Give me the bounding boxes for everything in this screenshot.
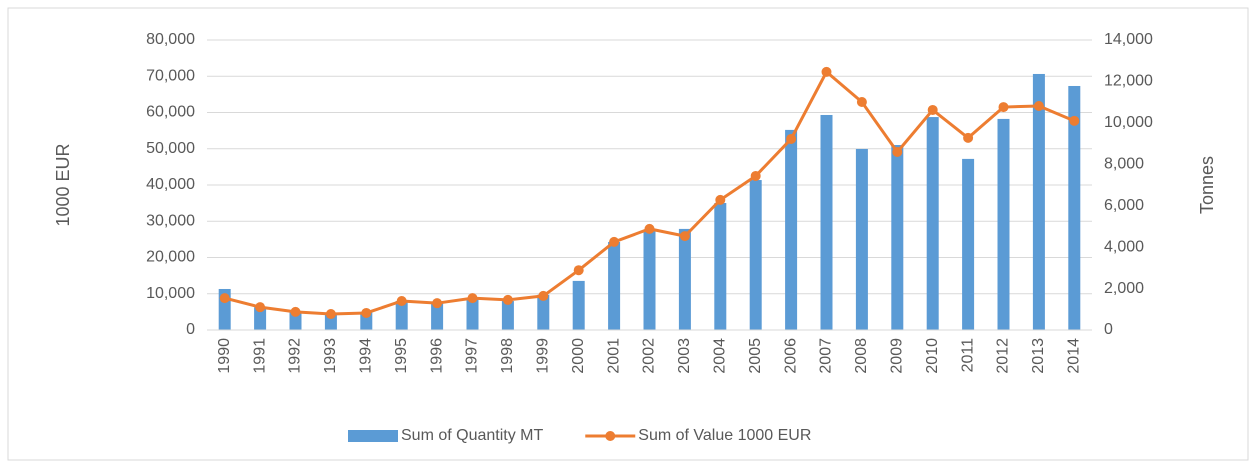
x-tick-label: 1999 <box>535 338 552 374</box>
bar <box>289 312 302 330</box>
line-marker <box>715 194 726 205</box>
legend-marker <box>605 431 616 441</box>
line-marker <box>963 132 974 143</box>
x-tick-label: 2012 <box>995 338 1012 374</box>
bar <box>501 301 514 330</box>
line-marker <box>927 104 938 115</box>
bar <box>254 307 267 330</box>
x-tick-label: 2006 <box>782 338 799 374</box>
y-tick-label: 0 <box>186 321 195 338</box>
y-tick-label: 80,000 <box>146 31 195 48</box>
y-tick-label: 10,000 <box>146 285 195 302</box>
line-marker <box>538 290 549 301</box>
y2-tick-label: 4,000 <box>1104 238 1144 255</box>
y-tick-label: 30,000 <box>146 212 195 229</box>
bar <box>749 180 762 330</box>
bar <box>714 203 727 330</box>
line-marker <box>786 133 797 144</box>
bar <box>324 314 337 330</box>
legend-label: Sum of Quantity MT <box>401 427 543 444</box>
bar <box>431 303 444 330</box>
line-marker <box>396 296 407 306</box>
x-tick-label: 2010 <box>924 338 941 374</box>
bar <box>962 158 975 330</box>
x-tick-label: 1997 <box>464 338 481 374</box>
y-axis-label: 1000 EUR <box>53 143 73 226</box>
x-tick-label: 2007 <box>818 338 835 374</box>
bar <box>820 114 833 330</box>
line-marker <box>892 147 903 158</box>
y-tick-label: 60,000 <box>146 104 195 121</box>
x-tick-label: 2003 <box>676 338 693 374</box>
bar <box>926 117 939 330</box>
x-tick-label: 2005 <box>747 338 764 374</box>
line-marker <box>467 293 478 304</box>
y-tick-label: 50,000 <box>146 140 195 157</box>
bar <box>891 145 904 330</box>
bar <box>643 229 656 330</box>
line-marker <box>1069 115 1080 126</box>
bar <box>855 148 868 330</box>
line-marker <box>1033 100 1044 111</box>
bar <box>1032 73 1045 330</box>
x-tick-label: 2011 <box>959 338 976 373</box>
x-tick-label: 1994 <box>358 338 375 374</box>
line-marker <box>998 102 1009 113</box>
line-marker <box>821 66 832 77</box>
y-tick-label: 40,000 <box>146 176 195 193</box>
line-marker <box>609 236 620 247</box>
x-tick-label: 2002 <box>641 338 658 374</box>
line-marker <box>219 293 230 304</box>
bar <box>678 228 691 330</box>
y-tick-label: 20,000 <box>146 249 195 266</box>
bar <box>785 129 798 330</box>
bar <box>608 241 621 330</box>
y2-tick-label: 12,000 <box>1104 73 1153 90</box>
x-tick-label: 1991 <box>251 338 268 374</box>
line-marker <box>573 265 584 276</box>
line-marker <box>644 223 655 234</box>
x-tick-label: 1990 <box>216 338 233 374</box>
line-marker <box>432 298 443 309</box>
x-tick-label: 1995 <box>393 338 410 374</box>
bar <box>466 298 479 330</box>
x-tick-label: 2013 <box>1030 338 1047 374</box>
x-tick-label: 1992 <box>287 338 304 374</box>
line-marker <box>502 294 513 305</box>
y-tick-label: 70,000 <box>146 67 195 84</box>
bar <box>1068 85 1081 330</box>
bar <box>997 118 1010 331</box>
legend-swatch <box>348 430 398 442</box>
y2-tick-label: 6,000 <box>1104 197 1144 214</box>
x-tick-label: 2004 <box>712 338 729 374</box>
y2-tick-label: 0 <box>1104 321 1113 338</box>
line-marker <box>750 170 761 181</box>
line-marker <box>290 306 301 317</box>
legend-label: Sum of Value 1000 EUR <box>638 427 811 444</box>
line-marker <box>255 302 266 313</box>
x-tick-label: 2001 <box>605 338 622 374</box>
x-tick-label: 2000 <box>570 338 587 374</box>
line-marker <box>856 96 867 107</box>
y2-tick-label: 2,000 <box>1104 280 1144 297</box>
x-tick-label: 1998 <box>499 338 516 374</box>
y2-tick-label: 14,000 <box>1104 31 1153 48</box>
line-marker <box>679 231 690 242</box>
bar <box>572 280 585 330</box>
y2-axis-label: Tonnes <box>1197 156 1217 214</box>
bar <box>395 301 408 330</box>
x-tick-label: 2014 <box>1066 338 1083 374</box>
x-tick-label: 2008 <box>853 338 870 374</box>
line-marker <box>325 309 336 320</box>
x-tick-label: 1996 <box>428 338 445 374</box>
x-tick-label: 1993 <box>322 338 339 374</box>
bar <box>537 294 550 330</box>
line-marker <box>361 307 372 318</box>
y2-tick-label: 8,000 <box>1104 156 1144 173</box>
y2-tick-label: 10,000 <box>1104 114 1153 131</box>
x-tick-label: 2009 <box>889 338 906 374</box>
